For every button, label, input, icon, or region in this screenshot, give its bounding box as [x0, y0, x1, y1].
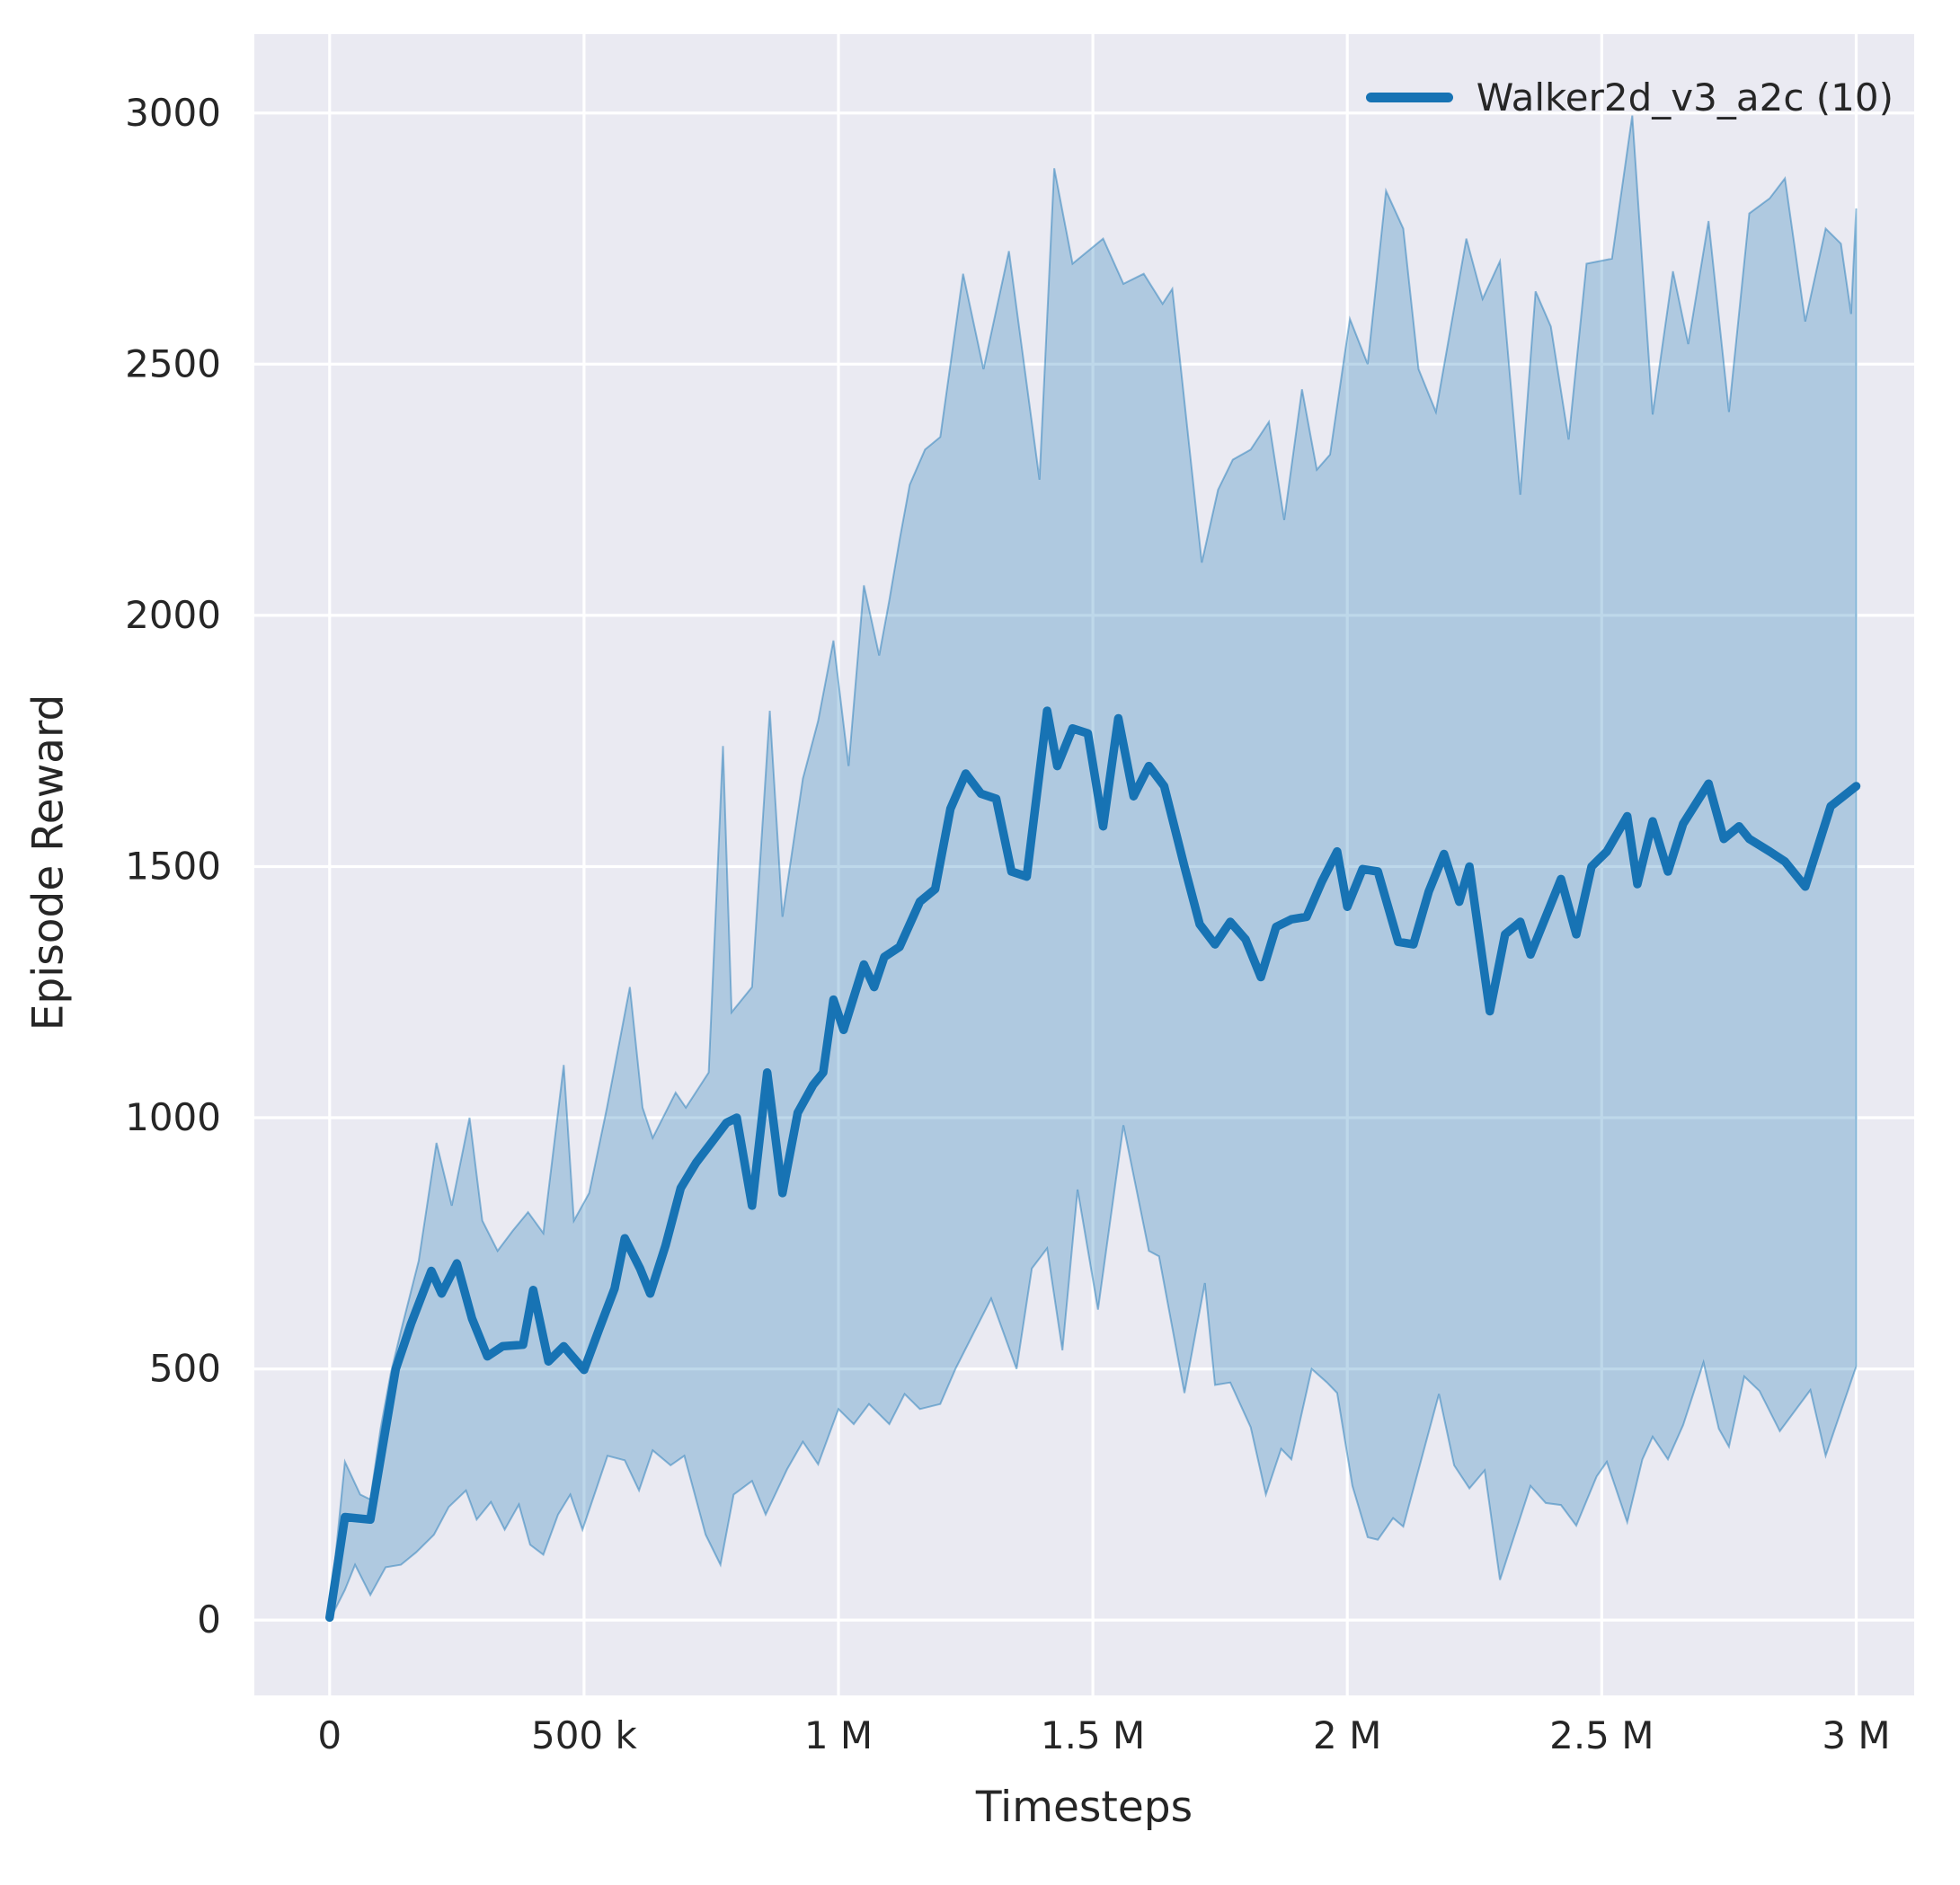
- y-tick-label: 1500: [125, 845, 221, 889]
- y-tick-label: 0: [197, 1597, 221, 1642]
- y-tick-label: 3000: [125, 91, 221, 135]
- y-tick-label: 2500: [125, 341, 221, 385]
- y-axis-label: Episode Reward: [23, 694, 74, 1031]
- y-tick-label: 1000: [125, 1095, 221, 1139]
- confidence-band: [328, 115, 1858, 1621]
- x-tick-label: 500 k: [531, 1713, 638, 1757]
- x-tick-label: 2.5 M: [1549, 1713, 1654, 1757]
- legend: Walker2d_v3_a2c (10): [1365, 75, 1893, 119]
- x-axis-tick-labels: 0 500 k 1 M 1.5 M 2 M 2.5 M 3 M: [317, 1713, 1890, 1757]
- x-tick-label: 1.5 M: [1041, 1713, 1145, 1757]
- x-axis-label: Timesteps: [975, 1783, 1193, 1832]
- y-axis-tick-labels: 0 500 1000 1500 2000 2500 3000: [125, 91, 221, 1642]
- x-tick-label: 3 M: [1822, 1713, 1890, 1757]
- y-tick-label: 2000: [125, 593, 221, 637]
- legend-line-swatch: [1365, 93, 1453, 102]
- x-tick-label: 2 M: [1313, 1713, 1381, 1757]
- x-tick-label: 0: [317, 1713, 341, 1757]
- x-tick-label: 1 M: [804, 1713, 873, 1757]
- mean-reward-line: [325, 706, 1861, 1623]
- legend-label: Walker2d_v3_a2c (10): [1476, 75, 1893, 119]
- y-tick-label: 500: [149, 1347, 221, 1391]
